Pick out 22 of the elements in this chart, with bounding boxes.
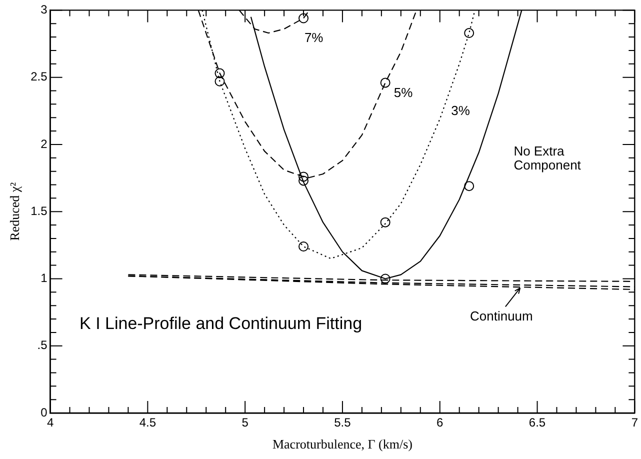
x-tick-label: 6.5 — [528, 416, 546, 430]
y-tick-label: 2.5 — [30, 70, 48, 84]
y-axis-title: Reduced χ² — [7, 182, 22, 241]
annotation: K I Line-Profile and Continuum Fitting — [80, 314, 362, 334]
annotation: 5% — [394, 84, 414, 100]
y-tick-label: 3 — [40, 2, 48, 17]
annotation: 3% — [451, 102, 470, 118]
x-tick-label: 4.5 — [139, 416, 156, 430]
annotation: No Extra Component — [514, 143, 582, 172]
x-tick-label: 4 — [46, 416, 54, 430]
y-tick-label: 2 — [40, 136, 48, 151]
x-tick-label: 7 — [631, 416, 638, 430]
x-axis-title: Macroturbulence, Γ (km/s) — [272, 436, 412, 452]
x-tick-label: 6 — [436, 416, 444, 430]
annotation: 7% — [304, 30, 324, 45]
y-tick-label: 0 — [40, 405, 48, 420]
y-tick-label: 1.5 — [30, 204, 48, 218]
y-tick-label: 1 — [40, 271, 48, 286]
x-tick-label: 5.5 — [334, 416, 352, 430]
annotation: Continuum — [470, 308, 533, 324]
x-tick-label: 5 — [242, 416, 249, 430]
y-tick-label: .5 — [37, 338, 48, 352]
